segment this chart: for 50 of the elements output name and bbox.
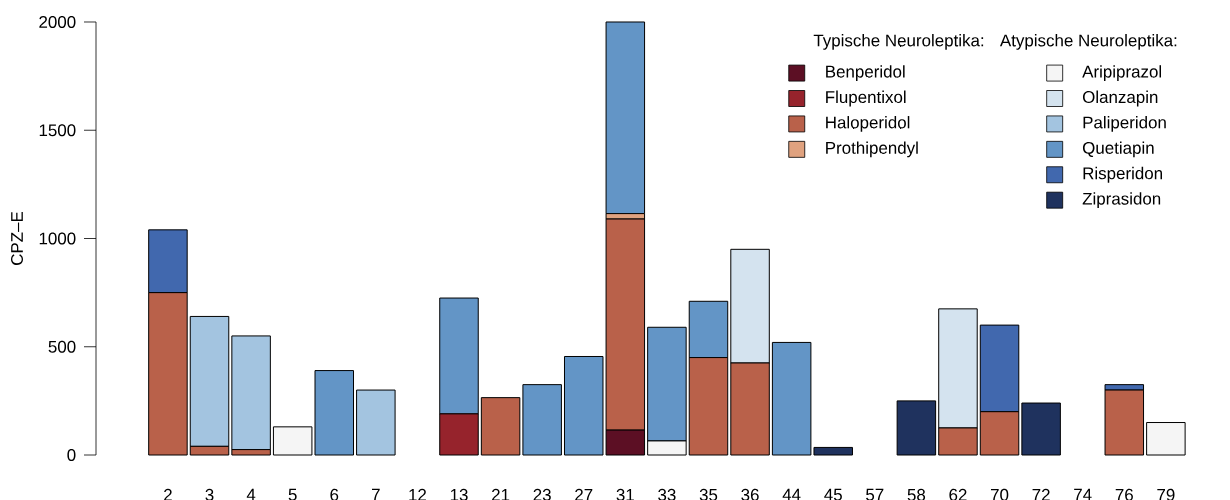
x-tick-label: 27 xyxy=(575,488,593,500)
x-tick-label: 4 xyxy=(246,488,256,500)
bar xyxy=(1021,402,1061,456)
annotation: Typische Neuroleptika: xyxy=(813,34,984,50)
y-tick-label: 1000 xyxy=(39,232,76,245)
x-tick-label: 31 xyxy=(616,488,634,500)
y-tick-label: 0 xyxy=(67,449,76,461)
legend-label: Quetiapin xyxy=(1082,141,1154,158)
x-tick-label: 13 xyxy=(450,488,468,500)
x-tick-label: 5 xyxy=(288,488,297,500)
y-tick-label: 500 xyxy=(48,340,76,353)
legend-label: Haloperidol xyxy=(826,116,910,132)
bar xyxy=(605,21,646,215)
x-tick-label: 12 xyxy=(409,488,426,500)
x-tick-label: 79 xyxy=(1157,488,1175,500)
x-tick-label: 72 xyxy=(1032,488,1050,500)
x-tick-label: 76 xyxy=(1115,488,1133,500)
legend-label: Paliperidon xyxy=(1083,116,1166,132)
bar xyxy=(356,389,396,456)
y-tick-label: 2000 xyxy=(39,16,76,28)
x-tick-label: 35 xyxy=(699,488,718,500)
x-tick-label: 70 xyxy=(991,488,1009,500)
legend-label: Ziprasidon xyxy=(1082,192,1161,209)
x-tick-label: 23 xyxy=(533,488,551,500)
legend-label: Olanzapin xyxy=(1082,90,1158,107)
x-tick-label: 62 xyxy=(949,488,967,500)
x-tick-label: 6 xyxy=(330,488,339,500)
x-tick-label: 58 xyxy=(907,488,926,500)
annotation: Atypische Neuroleptika: xyxy=(999,34,1177,50)
legend-label: Risperidon xyxy=(1083,166,1162,183)
x-tick-label: 57 xyxy=(866,488,884,500)
bar xyxy=(896,400,937,456)
x-tick-label: 3 xyxy=(205,488,214,500)
legend-label: Benperidol xyxy=(826,65,905,81)
x-tick-label: 21 xyxy=(492,488,510,500)
x-tick-label: 45 xyxy=(824,488,842,500)
legend-label: Prothipendyl xyxy=(826,141,918,158)
y-tick-label: 1500 xyxy=(39,124,76,137)
x-tick-label: 7 xyxy=(372,488,380,500)
bar xyxy=(1146,422,1186,456)
x-tick-label: 2 xyxy=(164,488,172,500)
x-tick-label: 44 xyxy=(782,488,801,500)
legend-label: Aripiprazol xyxy=(1082,65,1162,81)
y-axis-title: CPZ–E xyxy=(10,211,23,265)
x-tick-label: 33 xyxy=(658,488,676,500)
x-tick-label: 74 xyxy=(1074,488,1092,500)
x-tick-label: 36 xyxy=(741,488,759,500)
legend-label: Flupentixol xyxy=(826,90,906,107)
bar xyxy=(480,397,521,456)
bar xyxy=(522,384,562,456)
